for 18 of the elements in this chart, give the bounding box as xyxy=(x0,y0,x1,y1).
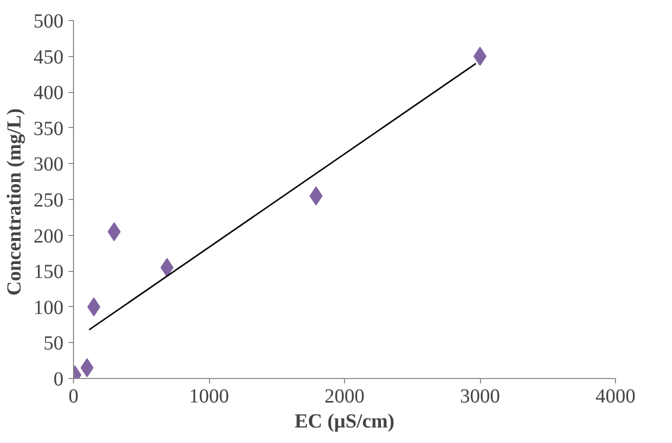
x-tick-label: 1000 xyxy=(189,386,229,408)
x-tick-label: 2000 xyxy=(324,386,364,408)
x-tick-label: 0 xyxy=(68,386,78,408)
y-tick-label: 350 xyxy=(34,118,64,140)
y-tick-label: 450 xyxy=(34,46,64,68)
y-tick-label: 500 xyxy=(34,10,64,32)
y-axis-title: Concentration (mg/L) xyxy=(4,108,26,296)
y-tick-label: 150 xyxy=(34,261,64,284)
y-tick-label: 250 xyxy=(34,190,64,212)
x-tick-label: 3000 xyxy=(460,386,500,408)
y-tick-label: 0 xyxy=(54,368,64,390)
y-tick-label: 100 xyxy=(34,296,64,319)
y-tick-label: 400 xyxy=(34,82,64,104)
x-tick-label: 4000 xyxy=(596,386,636,408)
y-tick-label: 300 xyxy=(34,154,64,176)
x-axis-title: EC (µS/cm) xyxy=(294,410,394,432)
y-tick-label: 50 xyxy=(44,332,64,355)
y-tick-label: 200 xyxy=(34,225,64,248)
